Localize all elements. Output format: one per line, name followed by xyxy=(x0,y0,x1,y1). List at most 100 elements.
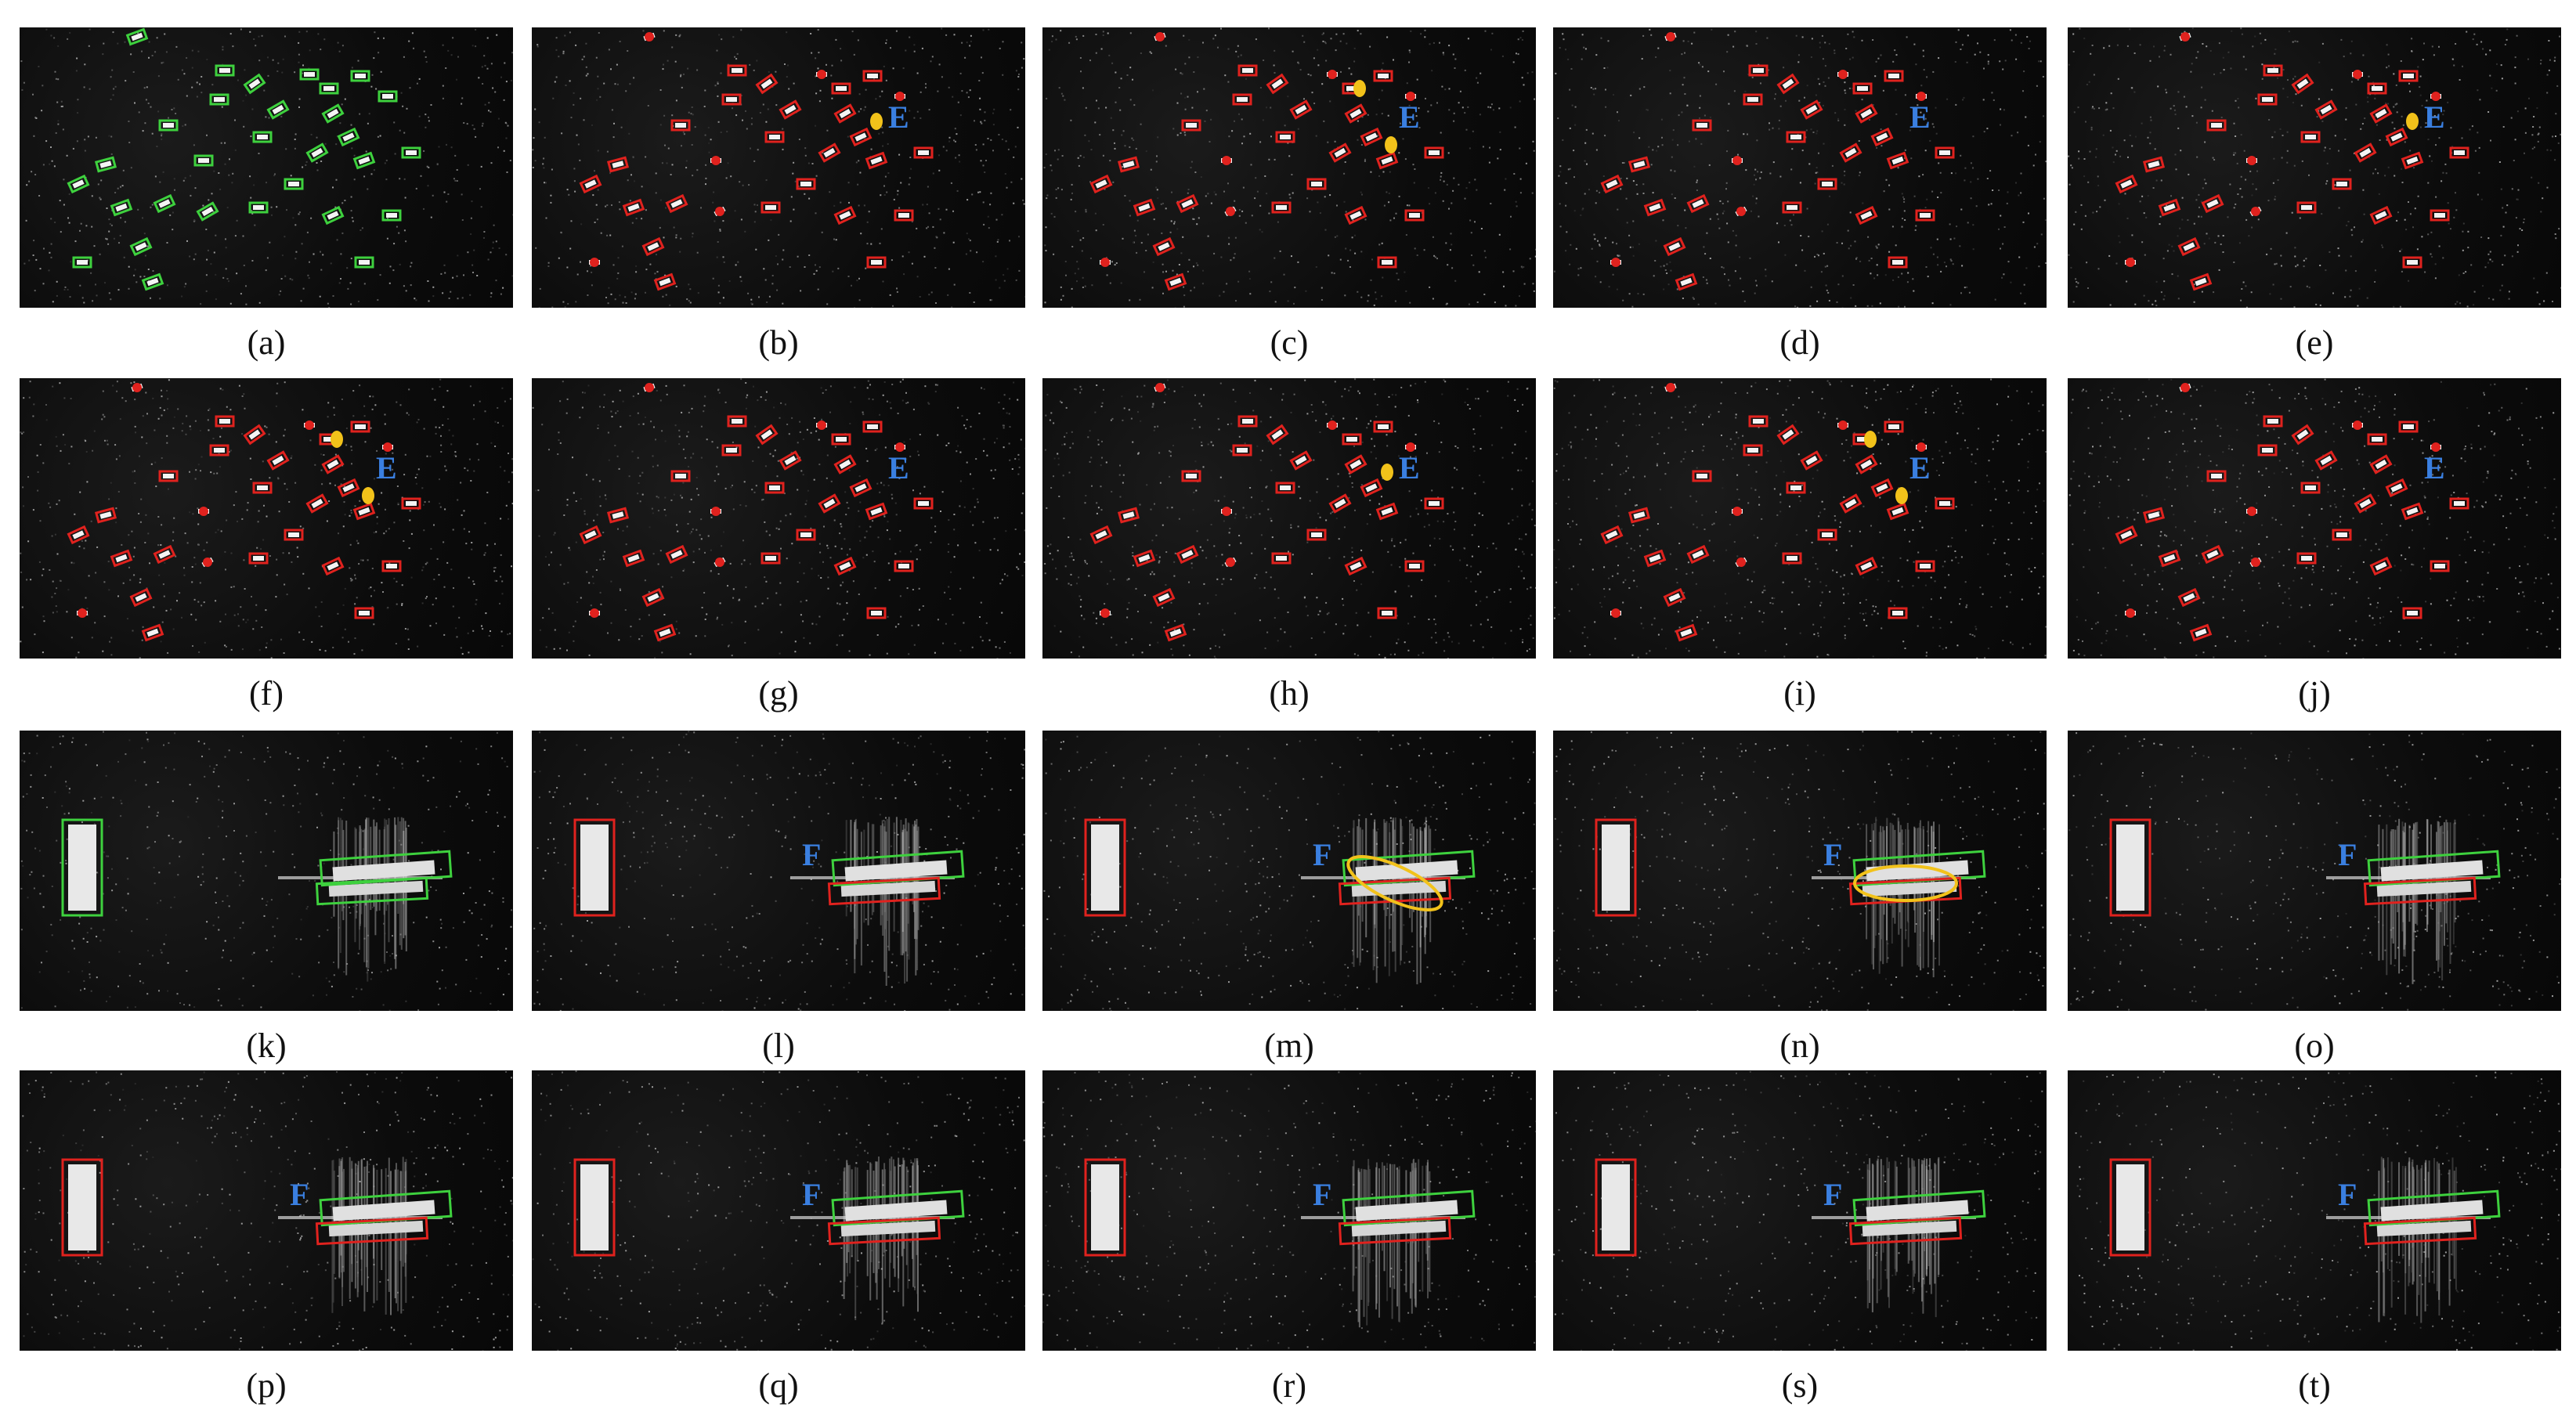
speckle xyxy=(1453,177,1455,179)
speckle xyxy=(1727,241,1729,244)
speckle xyxy=(757,204,758,206)
speckle xyxy=(537,45,539,48)
speckle xyxy=(1017,76,1020,78)
speckle xyxy=(114,192,117,193)
speckle xyxy=(155,485,157,488)
ship-echo xyxy=(1429,150,1440,155)
speckle xyxy=(230,586,233,588)
speckle xyxy=(469,385,471,388)
sar-scene: E xyxy=(2068,27,2561,308)
speckle xyxy=(2129,28,2131,31)
speckle xyxy=(511,458,513,460)
speckle xyxy=(2261,63,2263,66)
speckle xyxy=(1129,99,1132,101)
speckle xyxy=(883,484,885,486)
speckle xyxy=(1009,651,1011,654)
speckle xyxy=(1082,87,1084,89)
speckle xyxy=(778,233,780,236)
ship-echo xyxy=(2375,211,2387,220)
bounding-box xyxy=(1266,73,1289,95)
speckle xyxy=(393,577,396,579)
speckle xyxy=(166,435,168,437)
speckle xyxy=(714,220,716,222)
speckle xyxy=(900,182,902,184)
speckle xyxy=(1006,412,1008,414)
speckle xyxy=(956,133,958,135)
speckle xyxy=(240,28,242,31)
ship-target xyxy=(266,450,290,471)
speckle xyxy=(537,489,540,492)
speckle xyxy=(1960,154,1962,157)
speckle xyxy=(328,500,331,502)
speckle xyxy=(2394,128,2396,130)
speckle xyxy=(74,513,76,515)
speckle xyxy=(616,83,619,85)
speckle xyxy=(1007,148,1010,150)
speckle xyxy=(2404,141,2406,143)
speckle xyxy=(2321,120,2324,122)
ship-echo xyxy=(584,179,597,189)
speckle xyxy=(1378,244,1381,246)
speckle xyxy=(374,590,375,592)
bounding-box xyxy=(1275,131,1295,143)
speckle xyxy=(1931,302,1934,305)
speckle xyxy=(511,565,512,568)
ship-target xyxy=(641,236,665,257)
speckle xyxy=(1949,258,1952,261)
speckle xyxy=(158,574,161,576)
speckle xyxy=(2206,233,2208,235)
speckle xyxy=(1794,305,1797,308)
speckle xyxy=(1274,257,1276,259)
speckle xyxy=(2430,253,2432,255)
speckle xyxy=(1071,183,1073,186)
bounding-box xyxy=(2369,103,2393,124)
speckle xyxy=(60,106,63,107)
speckle xyxy=(982,29,985,31)
speckle xyxy=(219,435,222,438)
speckle xyxy=(1393,59,1394,61)
speckle xyxy=(60,231,62,233)
speckle xyxy=(1200,176,1202,179)
speckle xyxy=(2090,52,2092,55)
speckle xyxy=(2270,247,2272,250)
speckle xyxy=(2295,93,2297,96)
speckle xyxy=(183,567,185,569)
speckle xyxy=(2515,217,2517,219)
speckle xyxy=(1661,136,1663,139)
speckle xyxy=(776,475,779,478)
missed-target-ellipse xyxy=(1385,136,1397,153)
speckle xyxy=(970,511,971,513)
speckle xyxy=(582,392,583,394)
speckle xyxy=(566,189,569,191)
speckle xyxy=(161,133,163,135)
speckle xyxy=(1369,45,1371,48)
speckle xyxy=(676,524,677,526)
speckle xyxy=(1684,52,1685,54)
speckle xyxy=(379,135,381,137)
speckle xyxy=(2476,43,2478,45)
ship-target xyxy=(381,209,402,222)
speckle xyxy=(358,563,360,565)
ship-target xyxy=(319,82,339,95)
speckle xyxy=(2504,254,2506,257)
speckle xyxy=(156,37,158,39)
speckle xyxy=(921,47,923,49)
speckle xyxy=(2245,218,2248,221)
speckle xyxy=(232,172,234,175)
speckle xyxy=(692,453,695,455)
speckle xyxy=(999,47,1001,49)
speckle xyxy=(1814,182,1816,185)
speckle xyxy=(622,529,624,532)
speckle xyxy=(755,248,757,251)
speckle xyxy=(682,570,685,572)
speckle xyxy=(1663,288,1665,290)
speckle xyxy=(878,132,880,135)
speckle xyxy=(2091,107,2094,110)
speckle xyxy=(1593,93,1595,96)
speckle xyxy=(1452,189,1454,192)
speckle xyxy=(1798,54,1800,56)
panel-caption: (b) xyxy=(758,323,799,362)
missed-target-ellipse xyxy=(1353,80,1366,97)
speckle xyxy=(1388,192,1390,194)
ship-echo xyxy=(248,78,261,89)
